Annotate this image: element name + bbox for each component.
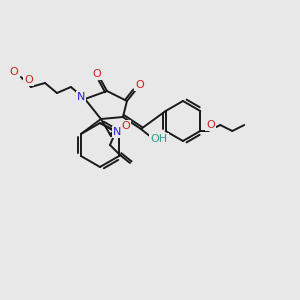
- Text: O: O: [10, 67, 18, 77]
- Text: O: O: [122, 121, 130, 131]
- Text: N: N: [113, 127, 121, 137]
- Text: O: O: [206, 120, 214, 130]
- Text: O: O: [25, 75, 33, 85]
- Text: N: N: [77, 92, 85, 102]
- Text: O: O: [93, 69, 101, 79]
- Text: OH: OH: [150, 134, 167, 144]
- Text: O: O: [136, 80, 144, 90]
